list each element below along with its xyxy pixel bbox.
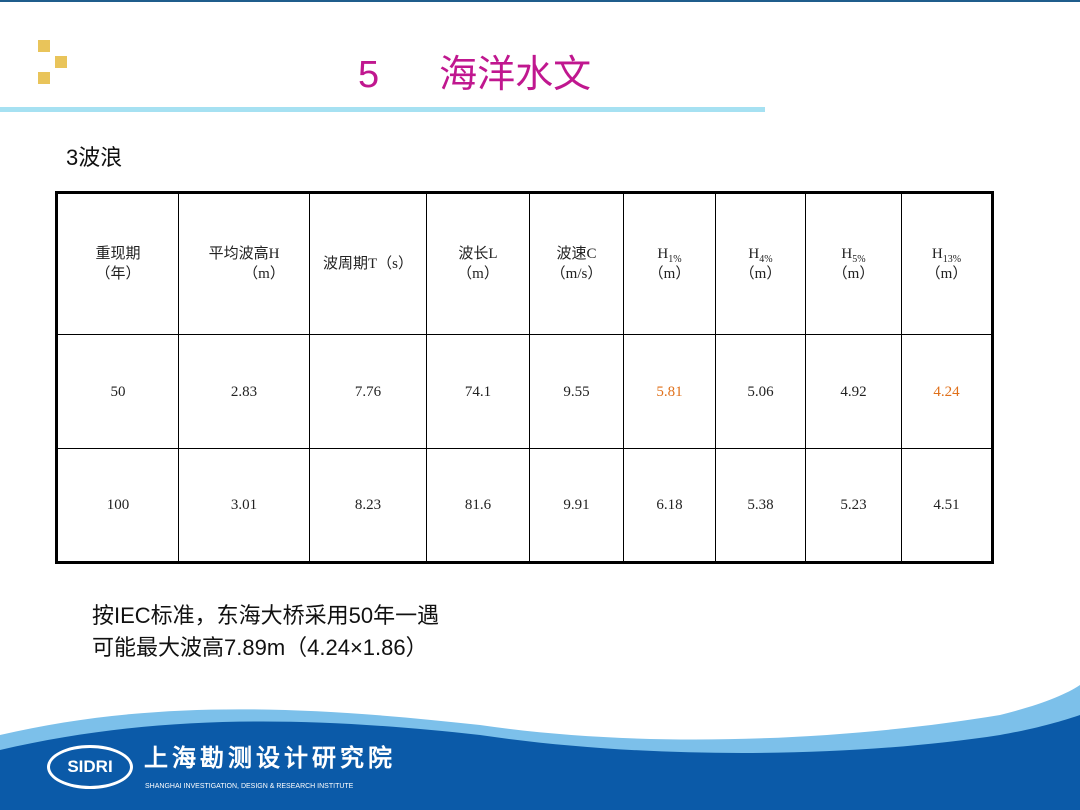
cell: 5.23 — [805, 448, 902, 563]
note-line: 可能最大波高7.89m（4.24×1.86） — [92, 635, 428, 660]
top-border — [0, 0, 1080, 2]
cell: 9.55 — [529, 334, 624, 449]
wave-table: 重现期 （年） 平均波高H （m） 波周期T（s） 波长L （m） 波速C （m/s） … — [55, 191, 994, 564]
header-cell: H4% （m） — [715, 192, 806, 335]
section-heading: 3波浪 — [66, 145, 123, 170]
decor-square — [55, 56, 67, 68]
header-cell: 波速C （m/s） — [529, 192, 624, 335]
cell: 6.18 — [623, 448, 716, 563]
cell: 7.76 — [309, 334, 427, 449]
table-header-row: 重现期 （年） 平均波高H （m） 波周期T（s） 波长L （m） 波速C （m/s） … — [56, 192, 993, 335]
cell: 81.6 — [426, 448, 530, 563]
table-row: 50 2.83 7.76 74.1 9.55 5.81 5.06 4.92 4.… — [56, 334, 993, 449]
cell: 74.1 — [426, 334, 530, 449]
note-text: 按IEC标准，东海大桥采用50年一遇 可能最大波高7.89m（4.24×1.86） — [92, 600, 439, 664]
header-cell: 重现期 （年） — [56, 192, 179, 335]
decor-square — [38, 40, 50, 52]
table-row: 100 3.01 8.23 81.6 9.91 6.18 5.38 5.23 4… — [56, 448, 993, 563]
org-name-en: SHANGHAI INVESTIGATION, DESIGN & RESEARC… — [145, 783, 354, 790]
decor-square — [38, 72, 50, 84]
sidri-logo: SIDRI — [47, 745, 133, 789]
cell: 5.06 — [715, 334, 806, 449]
cell-highlighted: 4.24 — [901, 334, 993, 449]
cell: 4.51 — [901, 448, 993, 563]
slide-title: 5 海洋水文 — [358, 52, 591, 98]
cell: 50 — [56, 334, 179, 449]
header-cell: 平均波高H （m） — [178, 192, 310, 335]
cell: 3.01 — [178, 448, 310, 563]
cell-highlighted: 5.81 — [623, 334, 716, 449]
header-cell: H5% （m） — [805, 192, 902, 335]
cell: 100 — [56, 448, 179, 563]
header-cell: H13% （m） — [901, 192, 993, 335]
title-number: 5 — [358, 54, 380, 96]
title-text: 海洋水文 — [439, 54, 592, 96]
cell: 5.38 — [715, 448, 806, 563]
title-rule — [0, 107, 765, 112]
org-name-cn: 上海勘测设计研究院 — [144, 745, 396, 772]
cell: 2.83 — [178, 334, 310, 449]
cell: 8.23 — [309, 448, 427, 563]
note-line: 按IEC标准，东海大桥采用50年一遇 — [92, 603, 440, 628]
cell: 9.91 — [529, 448, 624, 563]
cell: 4.92 — [805, 334, 902, 449]
header-cell: 波长L （m） — [426, 192, 530, 335]
footer-wave — [0, 685, 1080, 810]
header-cell: 波周期T（s） — [309, 192, 427, 335]
header-cell: H1% （m） — [623, 192, 716, 335]
